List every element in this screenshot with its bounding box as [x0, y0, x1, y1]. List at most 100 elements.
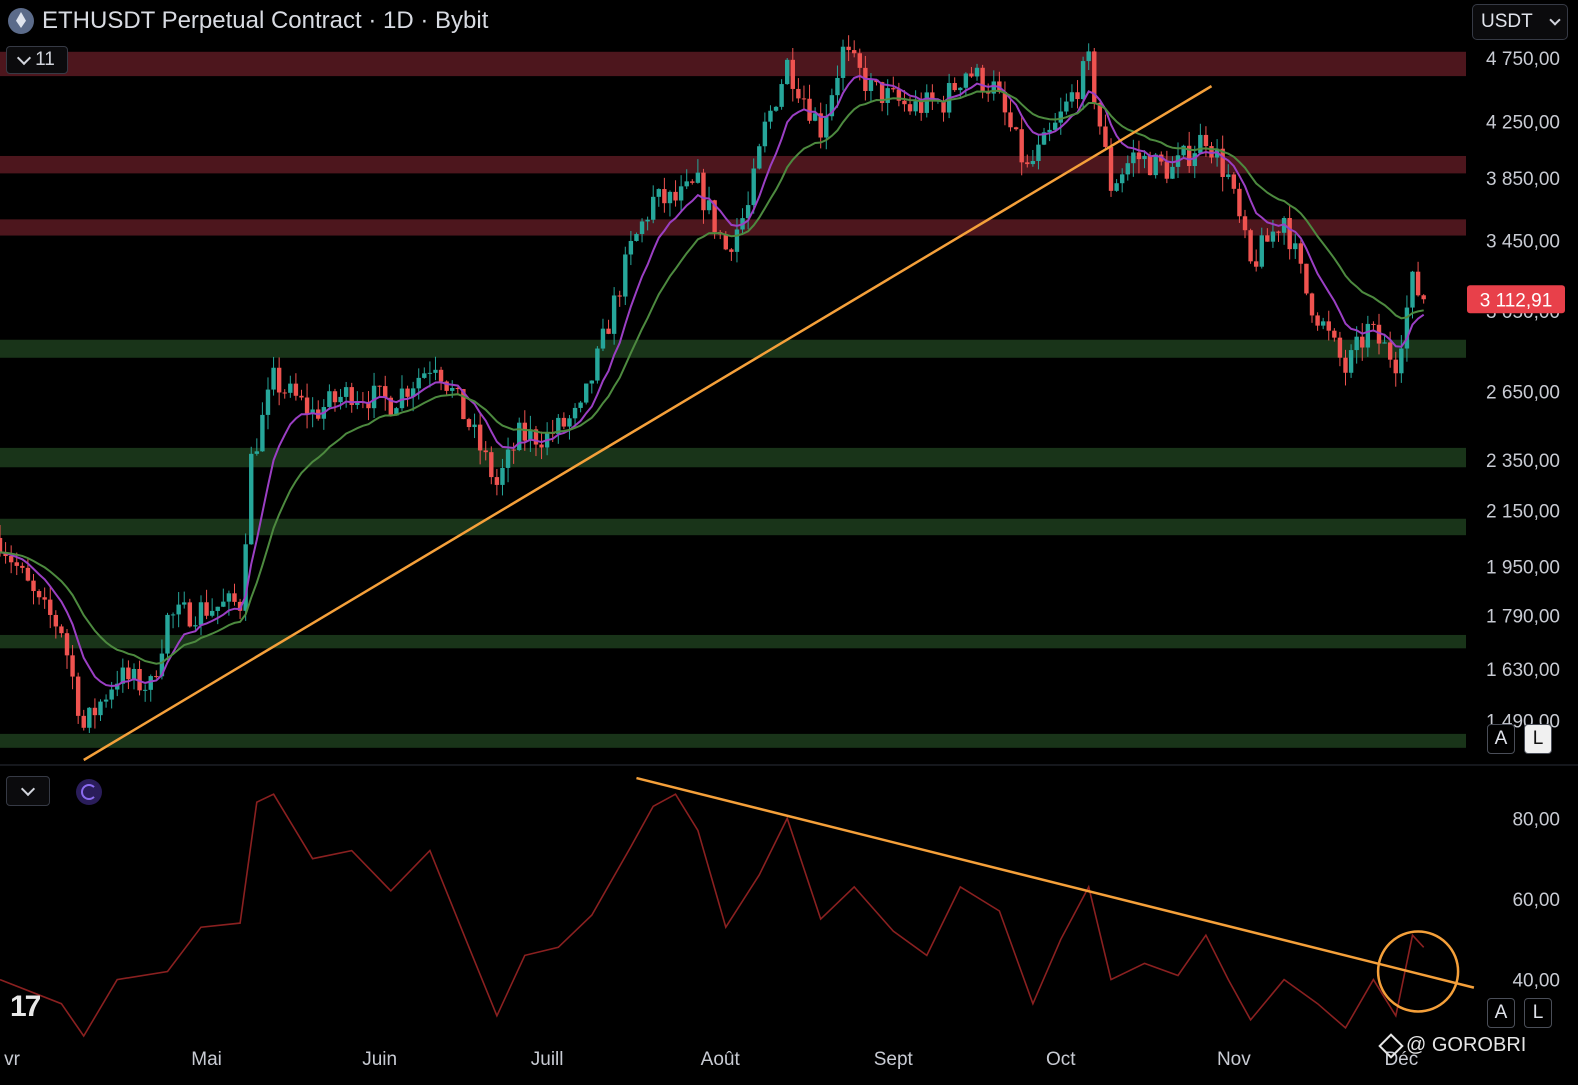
candle — [829, 88, 835, 121]
auto-scale-button[interactable]: A — [1487, 724, 1515, 754]
candle-body — [215, 606, 220, 611]
candle-body — [1147, 155, 1153, 176]
candle — [20, 562, 25, 574]
candle-body — [1404, 307, 1410, 349]
candle-body — [896, 89, 902, 101]
candle — [483, 441, 488, 461]
candle — [611, 287, 617, 345]
candle — [1008, 98, 1013, 132]
candle — [288, 375, 293, 398]
candle — [690, 179, 695, 185]
candle — [1153, 152, 1158, 179]
candle — [198, 595, 204, 636]
candle — [952, 77, 957, 92]
candle-body — [59, 626, 64, 634]
candle-body — [561, 417, 567, 427]
price-trendline — [83, 85, 1213, 762]
candle — [1125, 155, 1130, 181]
candle-body — [1393, 359, 1398, 374]
candle-body — [762, 121, 768, 147]
candle — [1164, 150, 1170, 184]
tradingview-logo-icon[interactable]: 17 — [10, 990, 41, 1023]
candle-body — [1242, 216, 1248, 231]
candle-body — [75, 676, 81, 716]
candle-body — [757, 146, 762, 169]
candle-body — [70, 655, 75, 677]
rsi-pane-collapse-button[interactable] — [6, 776, 50, 806]
candle — [187, 598, 193, 628]
candle — [1326, 310, 1331, 341]
currency-select[interactable]: USDT — [1472, 4, 1568, 40]
candle — [846, 35, 851, 62]
candle-body — [444, 381, 449, 391]
candle-body — [606, 328, 611, 334]
refresh-icon[interactable] — [76, 779, 102, 805]
candle-body — [260, 414, 265, 452]
candle-body — [1013, 127, 1019, 130]
candle — [416, 368, 421, 400]
symbol-title[interactable]: ETHUSDT Perpetual Contract · 1D · Bybit — [42, 7, 489, 34]
time-tick-label: Août — [701, 1049, 741, 1070]
candle — [53, 610, 59, 639]
candle — [1259, 227, 1264, 269]
candle-body — [377, 385, 382, 387]
rsi-log-scale-button[interactable]: L — [1524, 998, 1552, 1028]
candle — [1192, 145, 1197, 179]
candle-body — [371, 385, 377, 409]
log-scale-button[interactable]: L — [1524, 724, 1552, 754]
candle — [1248, 228, 1253, 264]
candle-body — [366, 401, 371, 409]
currency-label: USDT — [1481, 11, 1533, 32]
candle — [695, 159, 701, 184]
candle-body — [1170, 166, 1175, 179]
time-tick-label: Déc — [1384, 1049, 1418, 1070]
candle-body — [310, 409, 315, 414]
candle-body — [1320, 321, 1326, 326]
price-tick-label: 1 790,00 — [1486, 606, 1560, 627]
candle-body — [126, 667, 131, 680]
candle — [673, 180, 678, 207]
candle-body — [745, 205, 751, 219]
candle-body — [1008, 112, 1013, 128]
candle-body — [1198, 134, 1203, 154]
candle-body — [807, 98, 812, 121]
candle — [1097, 102, 1103, 135]
candle-body — [265, 389, 271, 415]
candle-body — [969, 73, 974, 77]
candle-body — [924, 92, 929, 113]
support-zone — [0, 733, 1466, 748]
candle — [321, 399, 327, 430]
candle-body — [918, 101, 924, 113]
rsi-auto-scale-button[interactable]: A — [1487, 998, 1515, 1028]
candle-body — [455, 388, 461, 390]
candle-body — [729, 249, 734, 252]
candle — [528, 415, 533, 452]
price-tick-label: 2 650,00 — [1486, 382, 1560, 403]
candle-body — [243, 544, 248, 611]
candle-body — [98, 701, 103, 716]
indicator-count: 11 — [35, 49, 55, 70]
candle-body — [1025, 162, 1030, 165]
candle — [265, 377, 271, 430]
candle — [103, 694, 109, 708]
chart-header: ETHUSDT Perpetual Contract · 1D · Bybit — [8, 4, 488, 38]
candle — [477, 412, 483, 465]
indicators-collapse-button[interactable]: 11 — [6, 46, 68, 74]
candle-body — [115, 683, 120, 690]
candle-body — [684, 181, 689, 187]
candle-body — [1399, 348, 1404, 374]
candle-body — [1348, 350, 1354, 373]
candle-body — [1186, 145, 1192, 167]
candle — [154, 670, 159, 679]
candle-body — [1036, 144, 1041, 161]
candle — [349, 382, 354, 413]
candle-body — [25, 567, 31, 581]
candle-body — [623, 254, 628, 297]
candle-body — [1371, 323, 1376, 325]
candle — [801, 85, 807, 111]
candle-body — [734, 229, 740, 252]
candle-body — [293, 383, 299, 396]
candle — [684, 169, 689, 190]
